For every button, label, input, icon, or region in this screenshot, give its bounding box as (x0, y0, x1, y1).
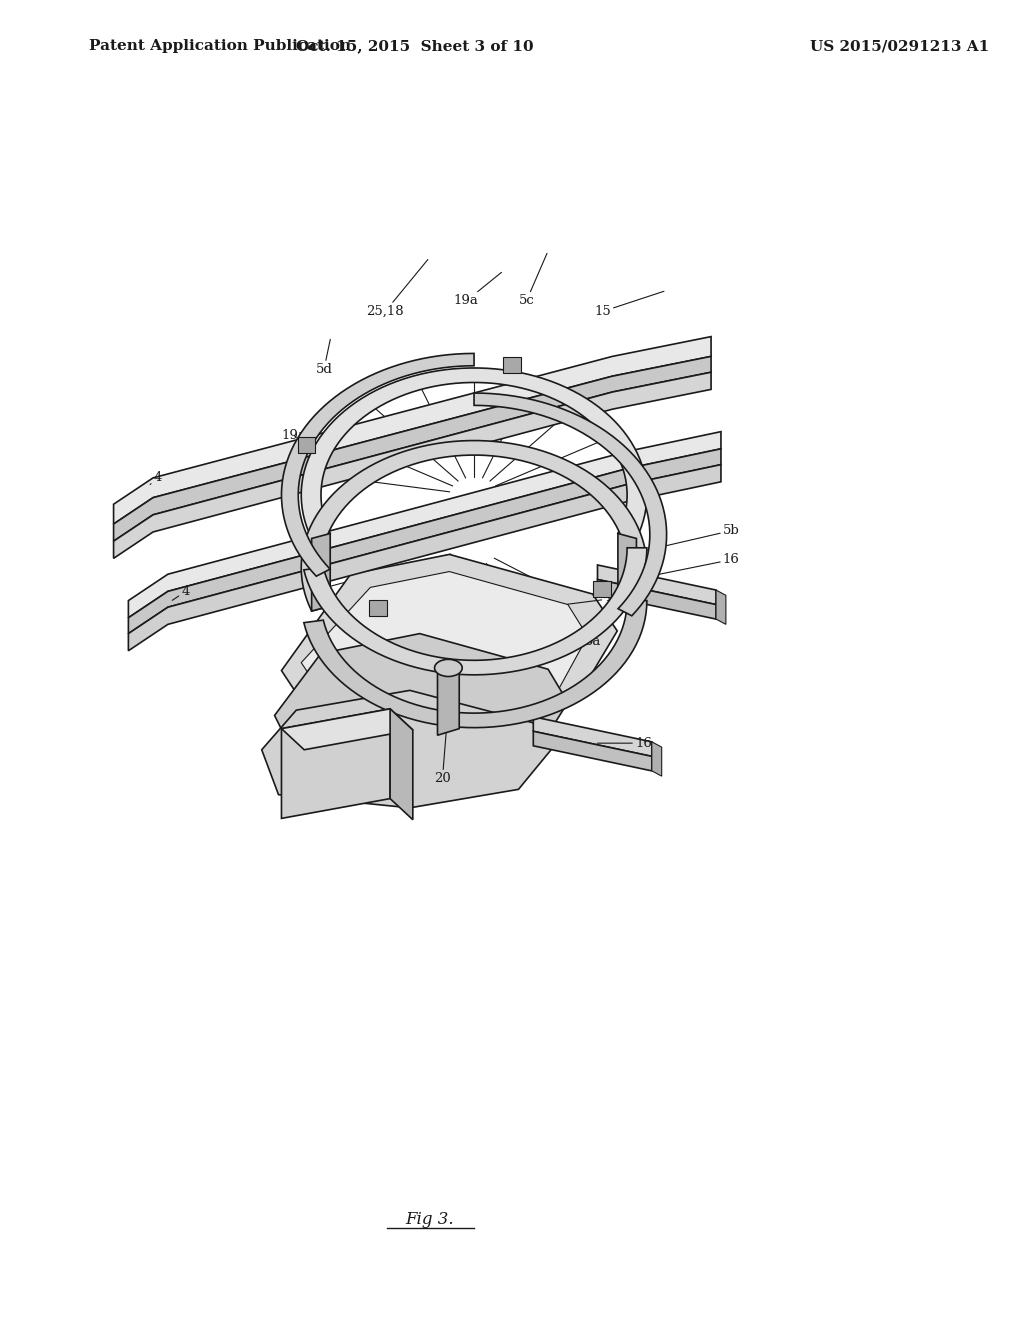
Text: Fig 3.: Fig 3. (406, 1212, 454, 1228)
Text: 5d: 5d (315, 339, 333, 376)
Polygon shape (114, 372, 711, 558)
Polygon shape (304, 548, 647, 675)
Polygon shape (437, 664, 459, 735)
Text: 19a: 19a (567, 591, 630, 605)
Polygon shape (114, 337, 711, 524)
Polygon shape (597, 579, 716, 619)
Polygon shape (282, 554, 617, 726)
Text: 20: 20 (434, 708, 451, 785)
Polygon shape (370, 599, 387, 615)
Text: 25,18: 25,18 (367, 260, 428, 318)
Text: 19a: 19a (282, 429, 307, 442)
Polygon shape (503, 358, 520, 374)
Text: US 2015/0291213 A1: US 2015/0291213 A1 (810, 40, 989, 53)
Polygon shape (617, 533, 637, 611)
Polygon shape (282, 354, 474, 577)
Text: 19a: 19a (454, 272, 502, 308)
Polygon shape (534, 717, 652, 756)
Polygon shape (128, 465, 721, 651)
Polygon shape (301, 572, 588, 710)
Polygon shape (304, 601, 647, 727)
Text: 5c: 5c (518, 253, 547, 308)
Text: 16: 16 (643, 553, 739, 578)
Text: Patent Application Publication: Patent Application Publication (89, 40, 351, 53)
Polygon shape (311, 533, 330, 611)
Text: 35: 35 (280, 738, 302, 760)
Polygon shape (474, 393, 667, 616)
Polygon shape (128, 432, 721, 618)
Polygon shape (282, 709, 390, 818)
Polygon shape (301, 368, 647, 539)
Polygon shape (593, 581, 610, 597)
Polygon shape (262, 690, 551, 808)
Polygon shape (282, 709, 413, 750)
Text: 15: 15 (594, 292, 664, 318)
Ellipse shape (434, 659, 462, 676)
Text: 4: 4 (151, 471, 162, 484)
Polygon shape (597, 565, 716, 605)
Polygon shape (716, 590, 726, 624)
Text: 5a: 5a (558, 635, 601, 648)
Polygon shape (534, 731, 652, 771)
Text: 5b: 5b (643, 524, 739, 552)
Text: 4: 4 (172, 585, 189, 601)
Polygon shape (652, 742, 662, 776)
Polygon shape (114, 356, 711, 541)
Polygon shape (128, 449, 721, 634)
Polygon shape (274, 634, 568, 768)
Text: 16: 16 (597, 737, 652, 750)
Polygon shape (301, 441, 647, 611)
Text: Oct. 15, 2015  Sheet 3 of 10: Oct. 15, 2015 Sheet 3 of 10 (296, 40, 534, 53)
Polygon shape (298, 437, 315, 453)
Polygon shape (390, 709, 413, 820)
